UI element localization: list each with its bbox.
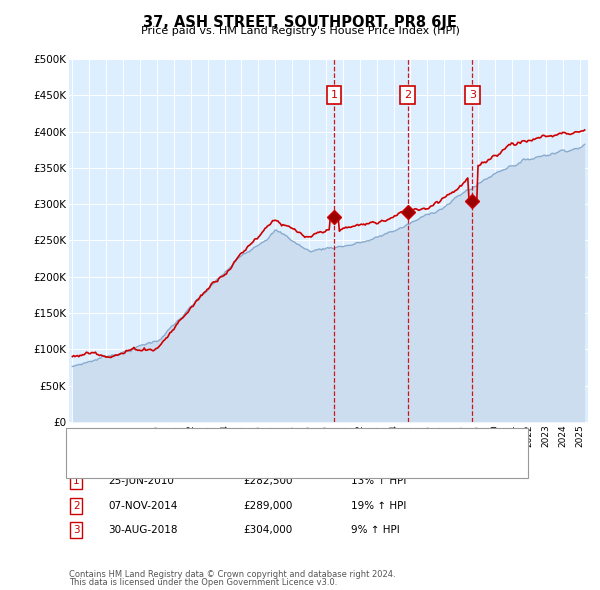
Text: 37, ASH STREET, SOUTHPORT, PR8 6JE: 37, ASH STREET, SOUTHPORT, PR8 6JE	[143, 15, 457, 30]
Text: 1: 1	[331, 90, 338, 100]
Text: 19% ↑ HPI: 19% ↑ HPI	[351, 501, 406, 510]
Text: 1: 1	[73, 476, 80, 486]
Text: 25-JUN-2010: 25-JUN-2010	[108, 476, 174, 486]
Text: Price paid vs. HM Land Registry's House Price Index (HPI): Price paid vs. HM Land Registry's House …	[140, 26, 460, 36]
Text: 37, ASH STREET, SOUTHPORT, PR8 6JE (detached house): 37, ASH STREET, SOUTHPORT, PR8 6JE (deta…	[103, 438, 385, 448]
Text: Contains HM Land Registry data © Crown copyright and database right 2024.: Contains HM Land Registry data © Crown c…	[69, 571, 395, 579]
Text: ——: ——	[76, 457, 104, 471]
Text: 3: 3	[73, 526, 80, 535]
Text: £304,000: £304,000	[243, 526, 292, 535]
Text: 9% ↑ HPI: 9% ↑ HPI	[351, 526, 400, 535]
Text: HPI: Average price, detached house, Sefton: HPI: Average price, detached house, Seft…	[103, 459, 320, 469]
Text: £282,500: £282,500	[243, 476, 293, 486]
Text: 13% ↑ HPI: 13% ↑ HPI	[351, 476, 406, 486]
Text: 3: 3	[469, 90, 476, 100]
Text: 30-AUG-2018: 30-AUG-2018	[108, 526, 178, 535]
Text: 2: 2	[404, 90, 412, 100]
Text: £289,000: £289,000	[243, 501, 292, 510]
Text: 07-NOV-2014: 07-NOV-2014	[108, 501, 178, 510]
Text: ——: ——	[76, 436, 104, 450]
Text: This data is licensed under the Open Government Licence v3.0.: This data is licensed under the Open Gov…	[69, 578, 337, 587]
Text: 2: 2	[73, 501, 80, 510]
